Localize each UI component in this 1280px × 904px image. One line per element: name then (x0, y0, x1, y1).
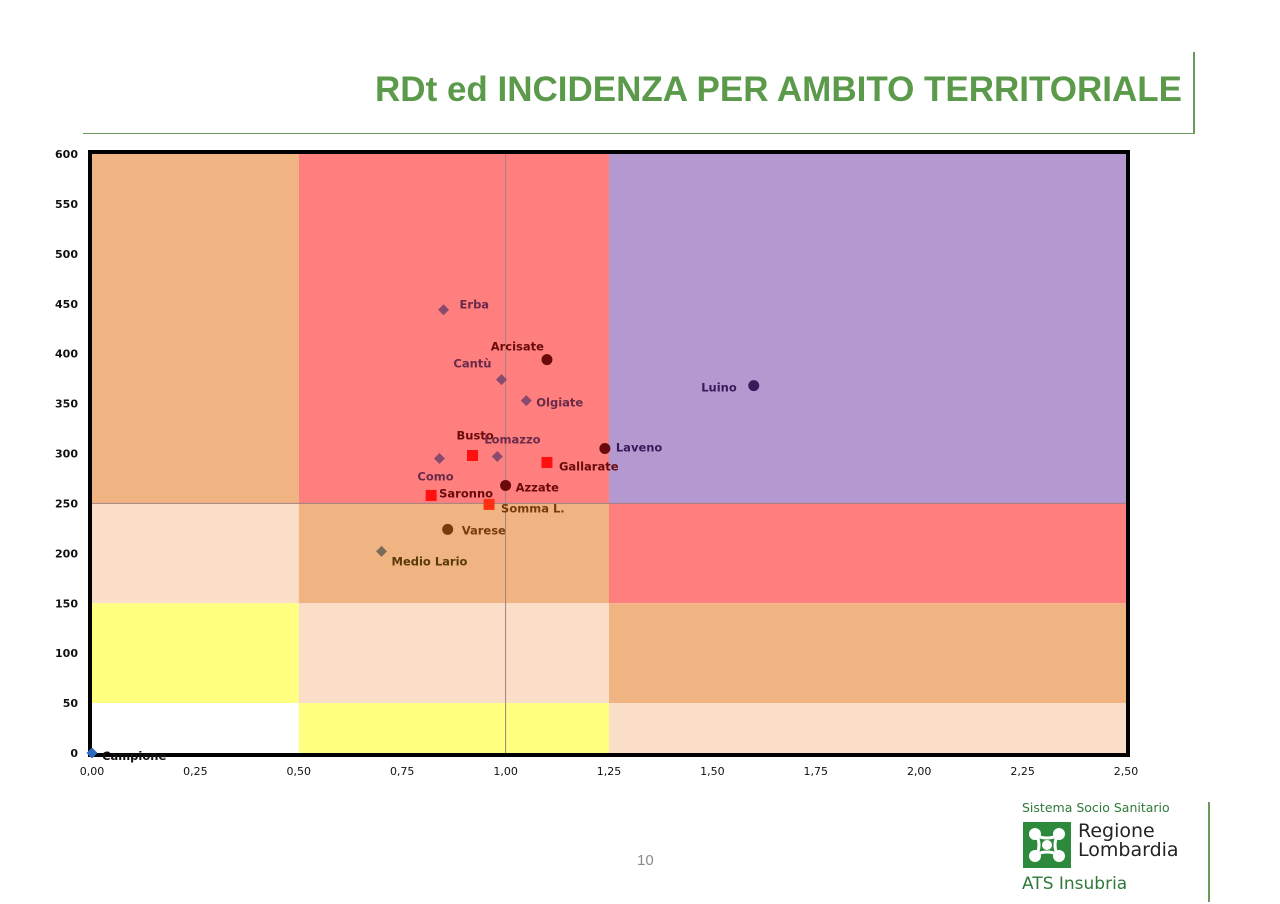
plot-frame (88, 150, 1130, 757)
y-tick-label: 300 (55, 448, 78, 461)
risk-zone-1 (92, 154, 299, 504)
point-campione: Campione (86, 747, 166, 763)
y-tick-label: 500 (55, 248, 78, 261)
slide-title: RDt ed INCIDENZA PER AMBITO TERRITORIALE (375, 70, 1182, 109)
diamond-marker (86, 747, 98, 759)
x-tick-label: 0,00 (80, 765, 105, 778)
point-label: Erba (460, 298, 490, 312)
x-tick-label: 0,50 (287, 765, 312, 778)
point-label: Como (417, 469, 453, 483)
regione-lombardia-logo: Sistema Socio Sanitario Regione Lombardi… (1022, 800, 1202, 900)
circle-marker (599, 443, 611, 455)
risk-zone-6 (609, 503, 1126, 604)
point-laveno: Laveno (599, 441, 662, 455)
point-arcisate: Arcisate (491, 340, 553, 366)
title-side-bar (1193, 52, 1195, 133)
point-azzate: Azzate (500, 479, 560, 494)
point-label: Luino (701, 381, 737, 395)
point-varese: Varese (442, 523, 506, 537)
point-label: Azzate (516, 480, 560, 494)
risk-zone-2 (298, 154, 609, 504)
logo-name-line1: Regione (1078, 820, 1155, 842)
risk-zone-3 (609, 154, 1126, 504)
square-marker (467, 449, 479, 461)
x-tick-label: 1,75 (804, 765, 829, 778)
y-tick-label: 50 (63, 697, 79, 710)
circle-marker (442, 523, 454, 535)
logo-name: Regione Lombardia (1078, 822, 1179, 860)
point-olgiate: Olgiate (520, 395, 583, 410)
diamond-marker (495, 374, 507, 386)
point-cant: Cantù (453, 357, 507, 386)
y-tick-label: 150 (55, 597, 78, 610)
risk-zone-9 (609, 603, 1126, 704)
diamond-marker (438, 304, 450, 316)
point-gallarate: Gallarate (541, 456, 619, 473)
square-marker (541, 456, 553, 468)
point-label: Arcisate (491, 340, 544, 354)
risk-zone-7 (92, 603, 299, 704)
circle-marker (500, 479, 512, 491)
diamond-marker (491, 450, 503, 462)
y-tick-label: 400 (55, 348, 78, 361)
title-underline (83, 133, 1195, 134)
x-tick-label: 2,25 (1010, 765, 1035, 778)
risk-zone-10 (92, 703, 299, 753)
y-tick-label: 600 (55, 148, 78, 161)
risk-zone-5 (298, 503, 609, 604)
square-marker (425, 489, 437, 501)
risk-zone-11 (298, 703, 609, 753)
x-tick-label: 2,00 (907, 765, 932, 778)
point-somma-l: Somma L. (483, 498, 565, 515)
y-tick-label: 0 (70, 747, 78, 760)
logo-name-line2: Lombardia (1078, 839, 1179, 861)
risk-zone-4 (92, 503, 299, 604)
point-label: Campione (102, 749, 166, 763)
diamond-marker (433, 452, 445, 464)
diamond-marker (376, 545, 388, 557)
point-lomazzo: Lomazzo (484, 432, 541, 462)
point-label: Somma L. (501, 501, 565, 515)
diamond-marker (520, 395, 532, 407)
circle-marker (748, 380, 760, 392)
point-luino: Luino (701, 380, 760, 395)
point-label: Medio Lario (392, 554, 468, 568)
point-label: Busto (457, 428, 494, 442)
point-como: Como (417, 452, 454, 483)
square-marker (483, 498, 495, 510)
logo-bottom-line: ATS Insubria (1022, 874, 1128, 894)
rosa-camuna-icon (1023, 822, 1071, 868)
y-tick-label: 550 (55, 198, 78, 211)
y-tick-label: 350 (55, 398, 78, 411)
point-label: Varese (462, 523, 506, 537)
y-tick-label: 100 (55, 647, 78, 660)
x-tick-label: 0,75 (390, 765, 415, 778)
point-label: Laveno (616, 441, 663, 455)
point-label: Cantù (453, 357, 491, 371)
y-tick-label: 250 (55, 497, 78, 510)
x-tick-label: 1,50 (700, 765, 725, 778)
logo-top-line: Sistema Socio Sanitario (1022, 800, 1170, 815)
x-tick-label: 2,50 (1114, 765, 1139, 778)
point-label: Gallarate (559, 459, 619, 473)
point-erba: Erba (438, 298, 489, 316)
point-label: Saronno (439, 486, 493, 500)
point-medio-lario: Medio Lario (376, 545, 468, 568)
risk-zone-12 (609, 703, 1126, 753)
y-tick-label: 450 (55, 298, 78, 311)
logo-side-bar (1208, 802, 1210, 902)
x-tick-label: 1,25 (597, 765, 622, 778)
x-tick-label: 1,00 (493, 765, 518, 778)
point-label: Lomazzo (484, 432, 540, 446)
y-tick-label: 200 (55, 547, 78, 560)
page-number: 10 (637, 852, 654, 869)
circle-marker (541, 354, 553, 366)
scatter-chart: 0,00 0,25 0,50 0,75 1,00 1,25 1,50 1,75 2,00 2,25… (55, 148, 1139, 778)
point-busto: Busto (457, 428, 494, 461)
risk-zone-8 (298, 603, 609, 704)
x-tick-label: 0,25 (183, 765, 208, 778)
point-label: Olgiate (536, 396, 583, 410)
point-saronno: Saronno (425, 486, 493, 501)
